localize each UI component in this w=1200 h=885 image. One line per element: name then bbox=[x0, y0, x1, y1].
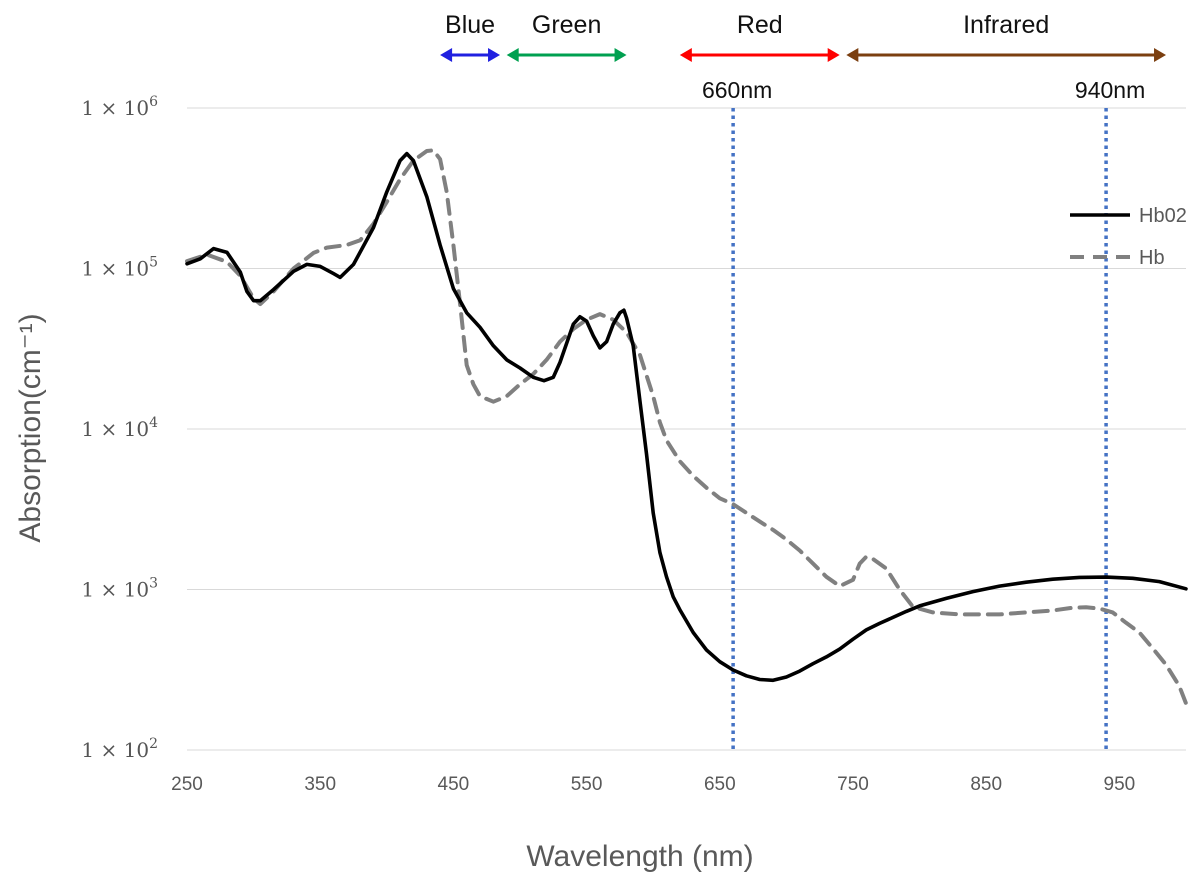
series-line-Hb02 bbox=[185, 151, 1188, 683]
y-tick-exponent: 5 bbox=[149, 255, 158, 271]
series-lines bbox=[185, 148, 1188, 706]
band-arrowhead-left-Green bbox=[506, 48, 519, 62]
band-arrowhead-right-Blue bbox=[488, 48, 501, 62]
x-tick-label: 950 bbox=[1104, 774, 1136, 795]
y-tick-exponent: 4 bbox=[149, 415, 158, 431]
y-tick-labels: 1 × 102 1 × 103 1 × 104 1 × 105 1 × 106 bbox=[81, 94, 158, 762]
marker-label-940nm: 940nm bbox=[1075, 77, 1145, 103]
band-label-Blue: Blue bbox=[445, 11, 495, 39]
y-tick-label: 1 × 104 bbox=[81, 415, 158, 441]
band-arrowhead-right-Red bbox=[827, 48, 840, 62]
y-axis-title: Absorption(cm⁻¹) bbox=[14, 313, 47, 542]
band-arrowhead-left-Red bbox=[679, 48, 692, 62]
x-tick-label: 250 bbox=[171, 774, 203, 795]
y-tick-label: 1 × 106 bbox=[81, 94, 158, 120]
y-tick-exponent: 6 bbox=[149, 94, 158, 110]
legend-label-Hb02: Hb02 bbox=[1139, 205, 1187, 227]
marker-label-660nm: 660nm bbox=[702, 77, 772, 103]
band-label-Green: Green bbox=[532, 11, 601, 39]
x-tick-label: 750 bbox=[837, 774, 869, 795]
band-arrowhead-right-Infrared bbox=[1154, 48, 1167, 62]
x-axis-title: Wavelength (nm) bbox=[526, 840, 753, 873]
series-line-Hb bbox=[185, 148, 1188, 706]
x-tick-labels: 250 350 450 550 650 750 850 950 bbox=[171, 774, 1135, 795]
y-tick-exponent: 2 bbox=[149, 736, 158, 752]
band-label-Red: Red bbox=[737, 11, 783, 39]
y-tick-exponent: 3 bbox=[149, 576, 158, 592]
x-tick-label: 850 bbox=[970, 774, 1002, 795]
y-tick-label: 1 × 105 bbox=[81, 255, 158, 281]
legend: Hb02 Hb bbox=[1070, 205, 1187, 269]
band-arrowhead-left-Blue bbox=[440, 48, 453, 62]
legend-label-Hb: Hb bbox=[1139, 247, 1165, 269]
wavelength-markers: 660nm 940nm bbox=[702, 77, 1145, 750]
gridlines bbox=[187, 107, 1186, 751]
x-tick-label: 650 bbox=[704, 774, 736, 795]
band-label-Infrared: Infrared bbox=[963, 11, 1049, 39]
x-tick-label: 450 bbox=[438, 774, 470, 795]
spectrum-bands: Blue Green Red Infrared bbox=[440, 11, 1167, 62]
x-tick-label: 350 bbox=[304, 774, 336, 795]
band-arrowhead-left-Infrared bbox=[846, 48, 859, 62]
band-arrowhead-right-Green bbox=[614, 48, 627, 62]
x-tick-label: 550 bbox=[571, 774, 603, 795]
y-tick-label: 1 × 103 bbox=[81, 576, 158, 602]
y-tick-label: 1 × 102 bbox=[81, 736, 158, 762]
